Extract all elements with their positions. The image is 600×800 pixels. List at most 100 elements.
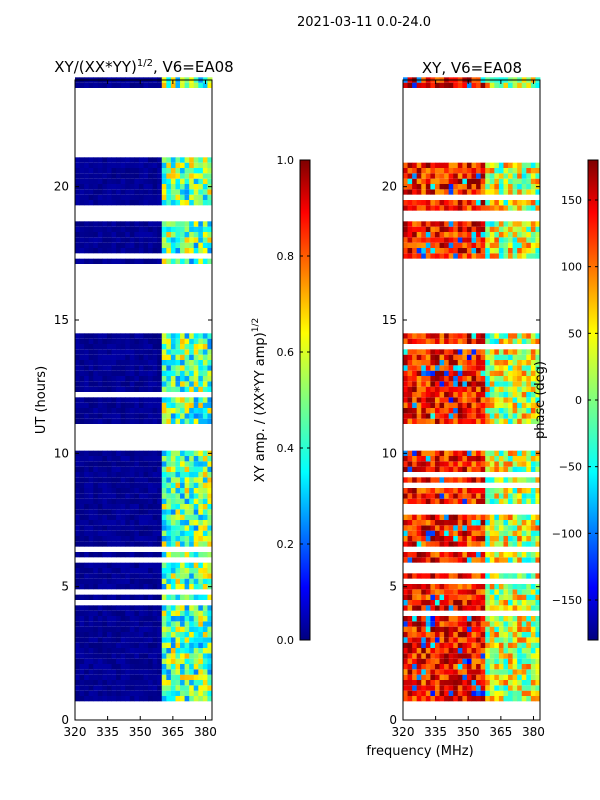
heatmap-cell	[143, 568, 149, 574]
heatmap-cell	[189, 450, 195, 456]
heatmap-cell	[412, 589, 418, 595]
heatmap-cell	[457, 184, 463, 190]
heatmap-cell	[503, 696, 509, 702]
heatmap-cell	[471, 525, 477, 531]
heatmap-cell	[157, 354, 163, 360]
heatmap-cell	[111, 520, 117, 526]
heatmap-cell	[129, 642, 135, 648]
heatmap-cell	[134, 360, 140, 366]
heatmap-cell	[434, 392, 440, 398]
heatmap-cell	[148, 184, 154, 190]
heatmap-cell	[444, 600, 450, 606]
heatmap-cell	[526, 253, 532, 259]
heatmap-cell	[489, 669, 495, 675]
heatmap-cell	[175, 386, 181, 392]
heatmap-cell	[494, 461, 500, 467]
heatmap-cell	[143, 530, 149, 536]
heatmap-cell	[416, 584, 422, 590]
heatmap-cell	[489, 402, 495, 408]
heatmap-cell	[444, 200, 450, 206]
heatmap-cell	[207, 381, 213, 387]
heatmap-cell	[412, 386, 418, 392]
heatmap-cell	[439, 248, 445, 254]
heatmap-cell	[489, 173, 495, 179]
heatmap-cell	[439, 242, 445, 248]
heatmap-cell	[93, 226, 99, 232]
heatmap-cell	[198, 349, 204, 355]
heatmap-cell	[508, 626, 513, 632]
heatmap-cell	[448, 189, 454, 195]
heatmap-cell	[416, 466, 422, 472]
heatmap-cell	[403, 632, 408, 638]
heatmap-cell	[198, 536, 204, 542]
heatmap-cell	[416, 626, 422, 632]
heatmap-cell	[457, 642, 463, 648]
heatmap-cell	[498, 616, 504, 622]
heatmap-cell	[102, 456, 108, 462]
heatmap-cell	[444, 253, 450, 259]
heatmap-cell	[526, 616, 532, 622]
heatmap-cell	[134, 626, 140, 632]
heatmap-cell	[134, 514, 140, 520]
heatmap-cell	[116, 349, 122, 355]
heatmap-cell	[508, 493, 513, 499]
heatmap-cell	[526, 450, 532, 456]
heatmap-cell	[134, 573, 140, 579]
heatmap-cell	[403, 418, 408, 424]
heatmap-cell	[97, 232, 103, 238]
heatmap-cell	[453, 168, 459, 174]
heatmap-cell	[170, 536, 176, 542]
heatmap-cell	[184, 168, 190, 174]
heatmap-cell	[106, 376, 112, 382]
heatmap-cell	[476, 392, 482, 398]
heatmap-cell	[466, 632, 472, 638]
heatmap-cell	[416, 674, 422, 680]
heatmap-cell	[75, 541, 80, 547]
heatmap-cell	[106, 658, 112, 664]
heatmap-cell	[471, 173, 477, 179]
heatmap-cell	[494, 376, 500, 382]
heatmap-cell	[485, 680, 491, 686]
heatmap-cell	[476, 248, 482, 254]
heatmap-cell	[466, 418, 472, 424]
heatmap-cell	[480, 626, 486, 632]
heatmap-cell	[425, 573, 431, 579]
heatmap-cell	[430, 397, 436, 403]
heatmap-cell	[202, 226, 208, 232]
heatmap-cell	[425, 658, 431, 664]
heatmap-cell	[480, 349, 486, 355]
heatmap-cell	[526, 605, 532, 611]
heatmap-cell	[170, 488, 176, 494]
heatmap-cell	[425, 418, 431, 424]
heatmap-cell	[207, 456, 213, 462]
heatmap-cell	[193, 685, 199, 691]
heatmap-cell	[75, 637, 80, 643]
heatmap-cell	[480, 621, 486, 627]
heatmap-cell	[512, 173, 518, 179]
heatmap-cell	[485, 605, 491, 611]
heatmap-cell	[489, 584, 495, 590]
heatmap-cell	[175, 157, 181, 163]
heatmap-cell	[535, 493, 541, 499]
heatmap-cell	[430, 696, 436, 702]
heatmap-cell	[97, 360, 103, 366]
heatmap-cell	[193, 360, 199, 366]
heatmap-cell	[93, 402, 99, 408]
heatmap-cell	[106, 402, 112, 408]
heatmap-cell	[152, 520, 158, 526]
heatmap-cell	[84, 568, 90, 574]
heatmap-cell	[125, 338, 131, 344]
heatmap-cell	[157, 157, 163, 163]
heatmap-cell	[535, 200, 541, 206]
heatmap-cell	[193, 242, 199, 248]
heatmap-cell	[526, 525, 532, 531]
heatmap-cell	[152, 408, 158, 414]
heatmap-cell	[421, 685, 427, 691]
heatmap-cell	[198, 488, 204, 494]
heatmap-cell	[148, 194, 154, 200]
heatmap-cell	[180, 386, 185, 392]
heatmap-cell	[193, 493, 199, 499]
heatmap-cell	[134, 632, 140, 638]
heatmap-cell	[444, 536, 450, 542]
heatmap-cell	[166, 338, 172, 344]
